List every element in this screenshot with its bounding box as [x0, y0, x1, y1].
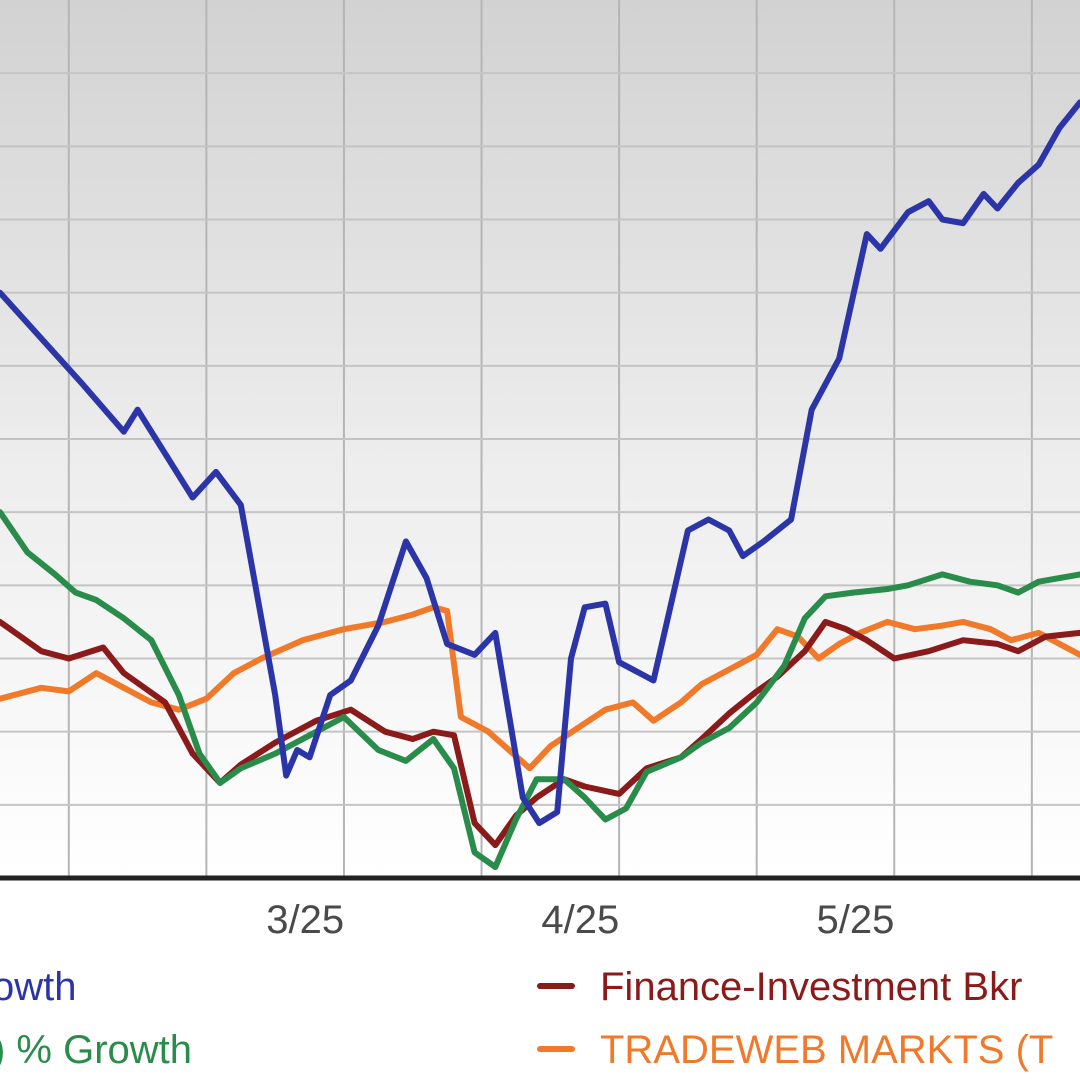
x-tick-labels: 3/25 4/25 5/25: [266, 898, 894, 942]
x-tick-label: 5/25: [817, 898, 895, 942]
x-tick-label: 4/25: [541, 898, 619, 942]
legend-label: TRADEWEB MARKTS (T: [600, 1028, 1053, 1072]
legend-label: owth: [0, 965, 77, 1009]
legend: owth Finance-Investment Bkr ) % Growth TRAD…: [0, 965, 1053, 1072]
series-line-0: [0, 99, 1080, 827]
x-tick-label: 3/25: [266, 898, 344, 942]
legend-label: Finance-Investment Bkr: [600, 965, 1022, 1009]
series-lines: [0, 99, 1080, 870]
legend-label: ) % Growth: [0, 1028, 192, 1072]
series-line-2: [0, 509, 1080, 870]
